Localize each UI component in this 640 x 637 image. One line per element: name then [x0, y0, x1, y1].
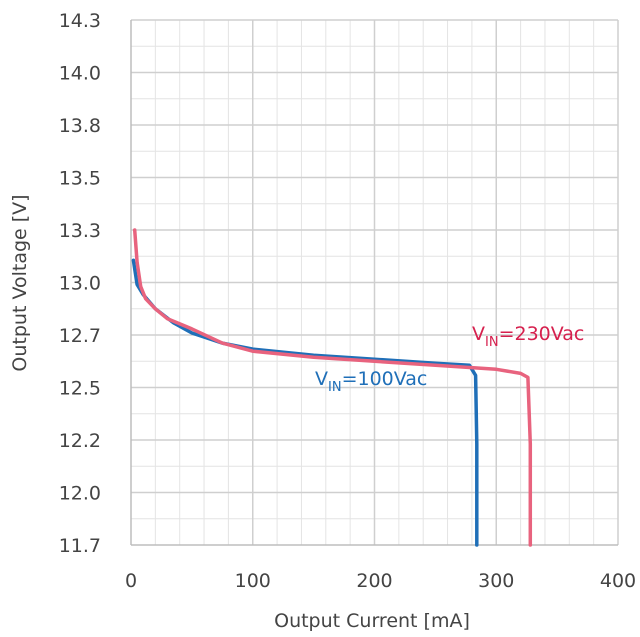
y-tick-label: 13.0: [59, 273, 101, 295]
y-tick-label: 13.3: [59, 220, 101, 242]
series-line-230vac: [132, 228, 533, 547]
x-tick-label: 200: [356, 570, 392, 592]
y-tick-label: 12.0: [59, 483, 101, 505]
x-tick-label: 400: [600, 570, 636, 592]
series-label-100vac: VIN=100Vac: [315, 368, 427, 395]
series-label-sub: IN: [485, 335, 499, 350]
x-tick-labels: 0 100 200 300 400: [125, 570, 636, 592]
series-label-rest: =100Vac: [342, 368, 428, 390]
series-label-sub: IN: [328, 380, 342, 395]
x-tick-label: 0: [125, 570, 137, 592]
y-tick-labels: 11.7 12.0 12.2 12.5 12.7 13.0 13.3 13.5 13.8 14.0…: [59, 10, 101, 557]
x-tick-label: 300: [478, 570, 514, 592]
y-tick-label: 12.2: [59, 430, 101, 452]
series-label-230vac: VIN=230Vac: [472, 323, 584, 350]
y-tick-label: 14.0: [59, 63, 101, 85]
y-tick-label: 12.5: [59, 378, 101, 400]
x-tick-label: 100: [235, 570, 271, 592]
grid: [131, 19, 619, 545]
axes: [130, 20, 618, 546]
series-label-rest: =230Vac: [499, 323, 585, 345]
series-line-100vac: [131, 258, 479, 547]
y-axis-title: Output Voltage [V]: [9, 194, 31, 371]
series-label-v: V: [472, 323, 485, 345]
series-group: [131, 228, 533, 547]
y-tick-label: 11.7: [59, 535, 101, 557]
y-tick-label: 13.5: [59, 168, 101, 190]
y-tick-label: 14.3: [59, 10, 101, 32]
y-tick-label: 13.8: [59, 115, 101, 137]
series-label-v: V: [315, 368, 328, 390]
y-tick-label: 12.7: [59, 325, 101, 347]
x-axis-title: Output Current [mA]: [274, 610, 470, 632]
